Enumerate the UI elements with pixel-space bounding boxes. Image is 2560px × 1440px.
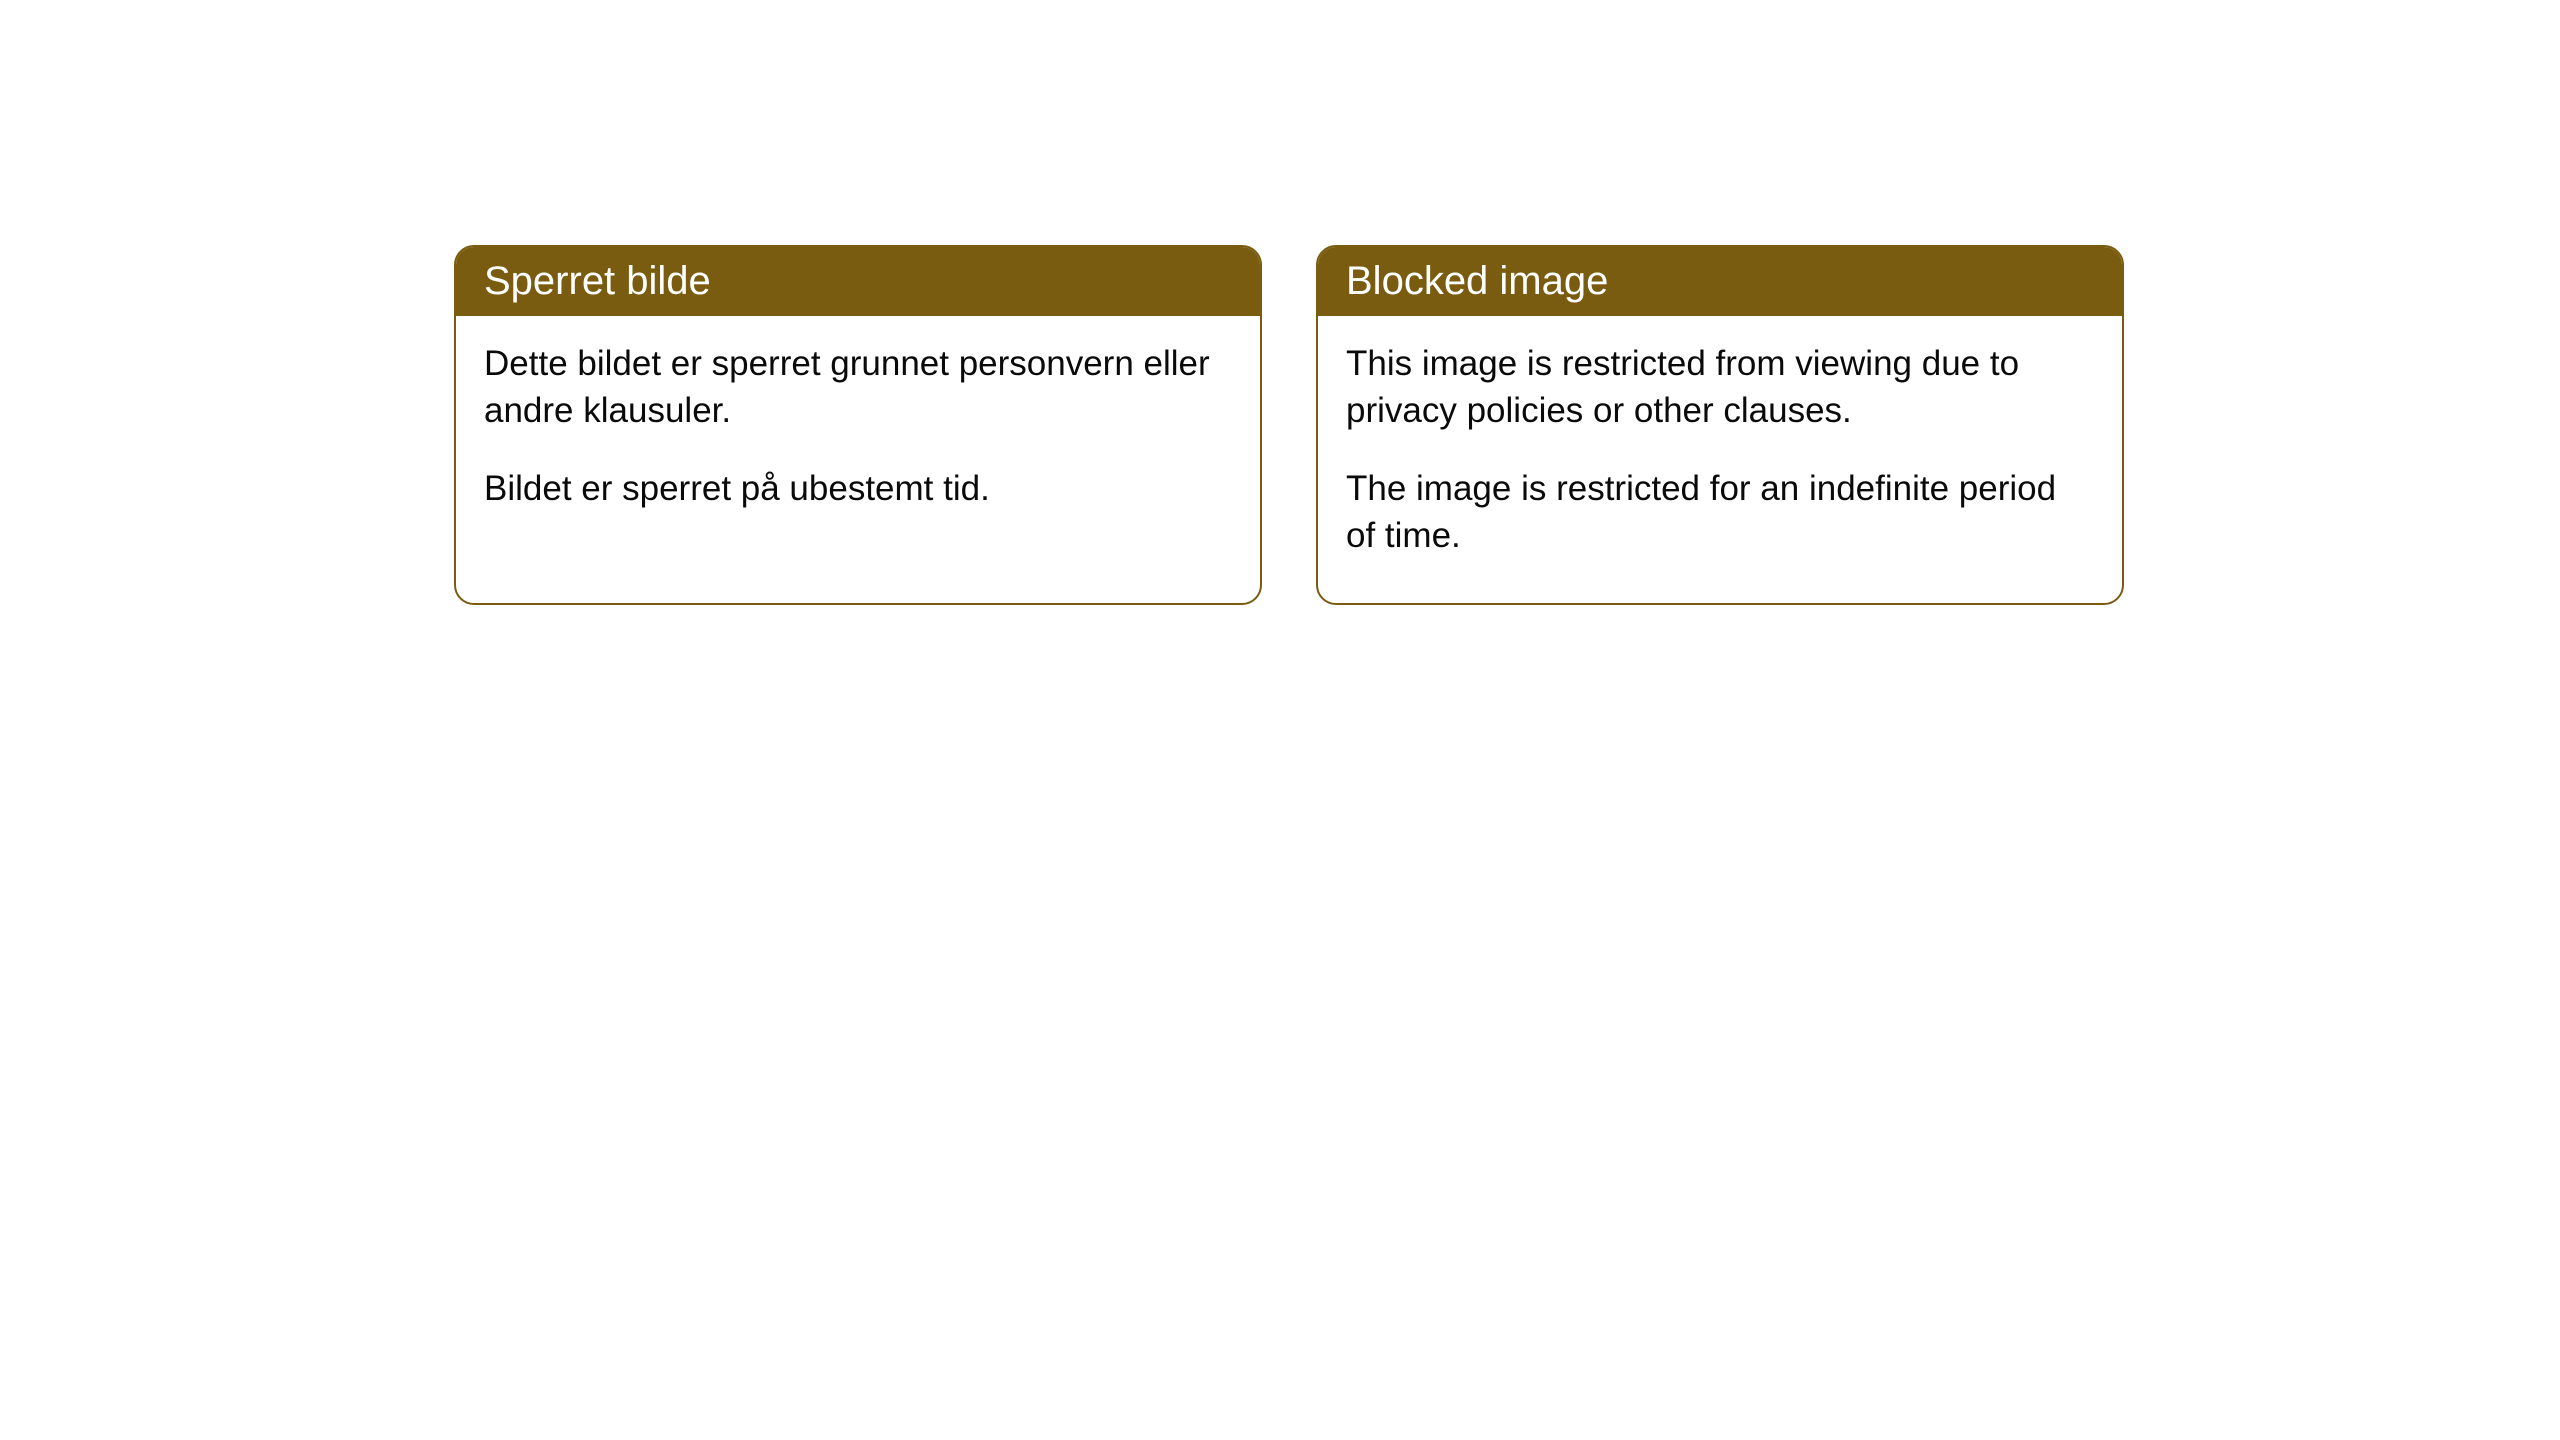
card-paragraph: Bildet er sperret på ubestemt tid. [484, 465, 1232, 512]
card-body: Dette bildet er sperret grunnet personve… [456, 316, 1260, 556]
notice-cards-container: Sperret bilde Dette bildet er sperret gr… [454, 245, 2124, 605]
card-paragraph: The image is restricted for an indefinit… [1346, 465, 2094, 560]
card-header: Blocked image [1318, 247, 2122, 316]
card-body: This image is restricted from viewing du… [1318, 316, 2122, 603]
card-paragraph: This image is restricted from viewing du… [1346, 340, 2094, 435]
notice-card-norwegian: Sperret bilde Dette bildet er sperret gr… [454, 245, 1262, 605]
notice-card-english: Blocked image This image is restricted f… [1316, 245, 2124, 605]
card-header: Sperret bilde [456, 247, 1260, 316]
card-paragraph: Dette bildet er sperret grunnet personve… [484, 340, 1232, 435]
